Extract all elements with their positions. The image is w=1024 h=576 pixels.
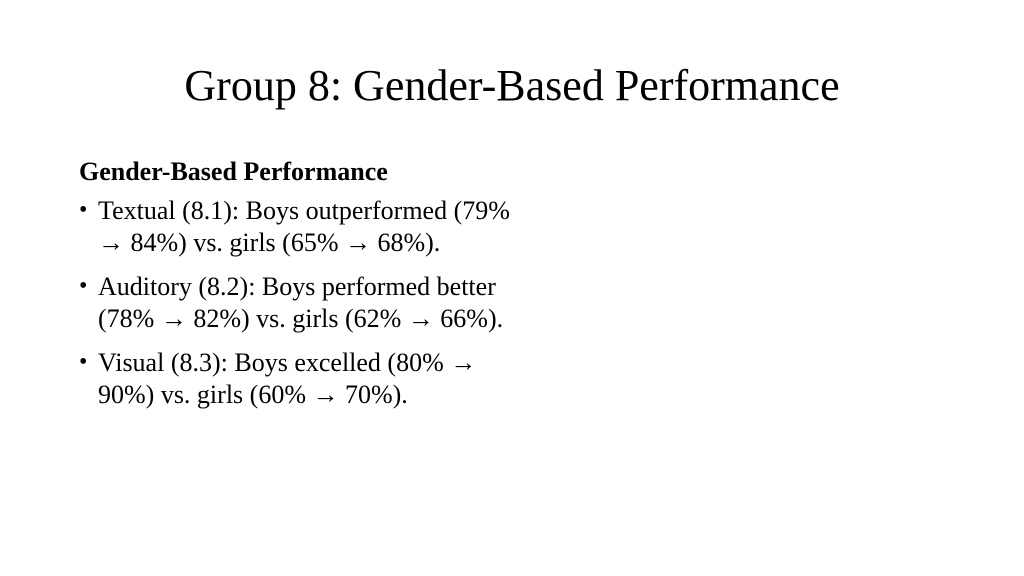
content-body: Gender-Based Performance • Textual (8.1)… — [79, 155, 519, 423]
section-heading: Gender-Based Performance — [79, 157, 388, 186]
bullet-text: Visual (8.3): Boys excelled (80% → 90%) … — [98, 348, 477, 409]
bullet-icon: • — [79, 349, 88, 375]
bullet-icon: • — [79, 197, 88, 223]
bullet-item-textual: • Textual (8.1): Boys outperformed (79% … — [79, 195, 519, 258]
slide-title: Group 8: Gender-Based Performance — [184, 61, 840, 110]
bullet-icon: • — [79, 273, 88, 299]
bullet-item-visual: • Visual (8.3): Boys excelled (80% → 90%… — [79, 347, 519, 410]
bullet-list: • Textual (8.1): Boys outperformed (79% … — [79, 195, 519, 410]
bullet-text: Auditory (8.2): Boys performed better (7… — [98, 272, 504, 333]
bullet-item-auditory: • Auditory (8.2): Boys performed better … — [79, 271, 519, 334]
bullet-text: Textual (8.1): Boys outperformed (79% → … — [98, 196, 510, 257]
